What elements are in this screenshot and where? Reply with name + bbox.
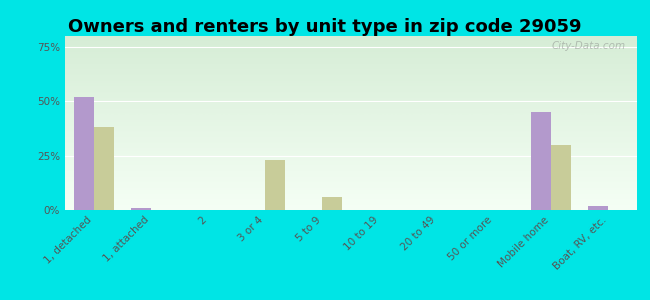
- Bar: [531, 112, 551, 210]
- Bar: [551, 145, 571, 210]
- Bar: [94, 127, 114, 210]
- Text: City-Data.com: City-Data.com: [551, 41, 625, 51]
- Bar: [131, 208, 151, 210]
- Bar: [588, 206, 608, 210]
- Text: Owners and renters by unit type in zip code 29059: Owners and renters by unit type in zip c…: [68, 18, 582, 36]
- Bar: [73, 97, 94, 210]
- Bar: [322, 197, 343, 210]
- Bar: [265, 160, 285, 210]
